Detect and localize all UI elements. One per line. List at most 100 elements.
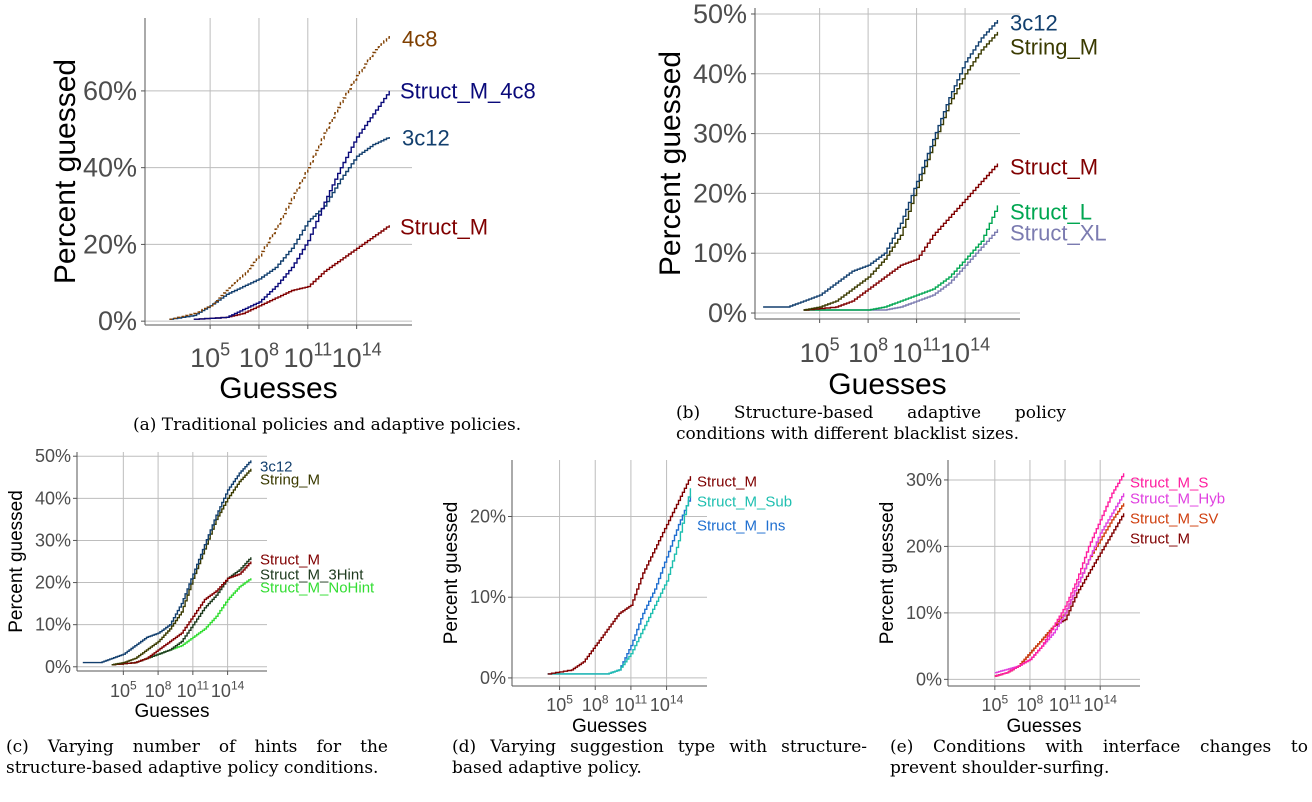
- x-axis-title: Guesses: [219, 372, 337, 405]
- y-tick-label: 20%: [35, 573, 71, 593]
- y-tick-label: 60%: [83, 76, 137, 106]
- caption-b: (b) Structure-based adaptive policy cond…: [676, 403, 1066, 444]
- x-tick-label: 1014: [940, 335, 990, 368]
- x-tick-label: 108: [582, 692, 609, 715]
- series-label: Struct_XL: [1010, 221, 1107, 246]
- series-line: [994, 493, 1125, 674]
- series-line: [803, 229, 999, 311]
- series-label: 3c12: [260, 459, 293, 476]
- series-label: Struct_M_Hyb: [1130, 491, 1225, 508]
- x-tick-label: 1014: [1083, 692, 1117, 715]
- caption-c: (c) Varying number of hints for the stru…: [6, 737, 388, 778]
- x-tick-label: 105: [800, 335, 840, 368]
- x-axis-title: Guesses: [135, 701, 210, 722]
- y-tick-label: 0%: [45, 657, 71, 677]
- y-tick-label: 0%: [480, 668, 506, 688]
- y-tick-label: 30%: [35, 530, 71, 550]
- series-label: String_M: [260, 472, 320, 489]
- series-line: [803, 31, 999, 311]
- series-label: Struct_M: [1130, 531, 1190, 548]
- series-line: [994, 473, 1125, 677]
- series-label: Struct_M: [260, 552, 320, 569]
- caption-a: (a) Traditional policies and adaptive po…: [133, 415, 522, 435]
- series-label: 3c12: [402, 126, 450, 151]
- series-line: [193, 90, 390, 320]
- series-line: [169, 137, 390, 320]
- series-label: Struct_M_3Hint: [260, 567, 364, 584]
- series-label: Struct_M: [1010, 155, 1098, 180]
- caption-e: (e) Conditions with interface changes to…: [890, 737, 1308, 778]
- y-tick-label: 0%: [708, 298, 747, 328]
- x-tick-label: 108: [145, 678, 172, 701]
- y-axis-title: Percent guessed: [877, 502, 898, 645]
- x-tick-label: 1011: [177, 678, 210, 701]
- y-tick-label: 20%: [83, 229, 137, 259]
- series-label: Struct_M: [400, 215, 488, 240]
- series-line: [547, 476, 692, 675]
- x-tick-label: 1014: [650, 692, 684, 715]
- series-label: Struct_M_NoHint: [260, 580, 375, 597]
- x-tick-label: 105: [190, 340, 230, 373]
- y-tick-label: 10%: [906, 603, 942, 623]
- y-tick-label: 20%: [470, 507, 506, 527]
- series-line: [82, 460, 252, 664]
- x-tick-label: 1011: [283, 340, 332, 373]
- caption-d: (d) Varying suggestion type with structu…: [452, 737, 867, 778]
- y-tick-label: 10%: [470, 587, 506, 607]
- series-line: [763, 20, 999, 308]
- series-line: [193, 225, 390, 320]
- y-tick-label: 20%: [906, 536, 942, 556]
- series-line: [111, 468, 252, 666]
- y-axis-title: Percent guessed: [49, 59, 82, 284]
- x-tick-label: 1014: [332, 340, 382, 373]
- x-tick-label: 1011: [1049, 692, 1082, 715]
- x-axis-title: Guesses: [828, 368, 946, 401]
- x-tick-label: 1011: [892, 335, 941, 368]
- y-tick-label: 30%: [906, 470, 942, 490]
- x-axis-title: Guesses: [572, 716, 647, 737]
- y-tick-label: 0%: [98, 306, 137, 336]
- y-tick-label: 50%: [35, 446, 71, 466]
- series-line: [111, 561, 252, 666]
- x-tick-label: 108: [1017, 692, 1044, 715]
- series-line: [547, 488, 692, 675]
- series-line: [803, 205, 999, 311]
- y-tick-label: 0%: [916, 669, 942, 689]
- x-tick-label: 108: [239, 340, 279, 373]
- series-label: Struct_M_Ins: [697, 518, 785, 535]
- x-tick-label: 1011: [615, 692, 648, 715]
- series-label: String_M: [1010, 35, 1098, 60]
- y-tick-label: 40%: [83, 153, 137, 183]
- y-axis-title: Percent guessed: [6, 490, 27, 633]
- x-tick-label: 108: [848, 335, 888, 368]
- series-label: 4c8: [402, 27, 437, 52]
- series-label: Struct_L: [1010, 200, 1092, 225]
- series-line: [111, 578, 252, 666]
- series-label: Struct_M_4c8: [400, 79, 536, 104]
- x-tick-label: 105: [546, 692, 573, 715]
- y-tick-label: 40%: [693, 59, 747, 89]
- y-tick-label: 40%: [35, 488, 71, 508]
- series-line: [994, 513, 1125, 677]
- series-line: [803, 163, 999, 311]
- series-label: Struct_M_Sub: [697, 494, 792, 511]
- y-tick-label: 10%: [693, 238, 747, 268]
- y-tick-label: 20%: [693, 178, 747, 208]
- y-axis-title: Percent guessed: [441, 502, 462, 645]
- y-tick-label: 30%: [693, 119, 747, 149]
- y-tick-label: 10%: [35, 615, 71, 635]
- series-label: Struct_M: [697, 474, 757, 491]
- x-axis-title: Guesses: [1007, 716, 1082, 737]
- y-axis-title: Percent guessed: [654, 51, 687, 276]
- series-label: Struct_M_SV: [1130, 511, 1218, 528]
- x-tick-label: 105: [981, 692, 1008, 715]
- series-label: 3c12: [1010, 11, 1058, 36]
- x-tick-label: 105: [110, 678, 137, 701]
- series-label: Struct_M_S: [1130, 475, 1208, 492]
